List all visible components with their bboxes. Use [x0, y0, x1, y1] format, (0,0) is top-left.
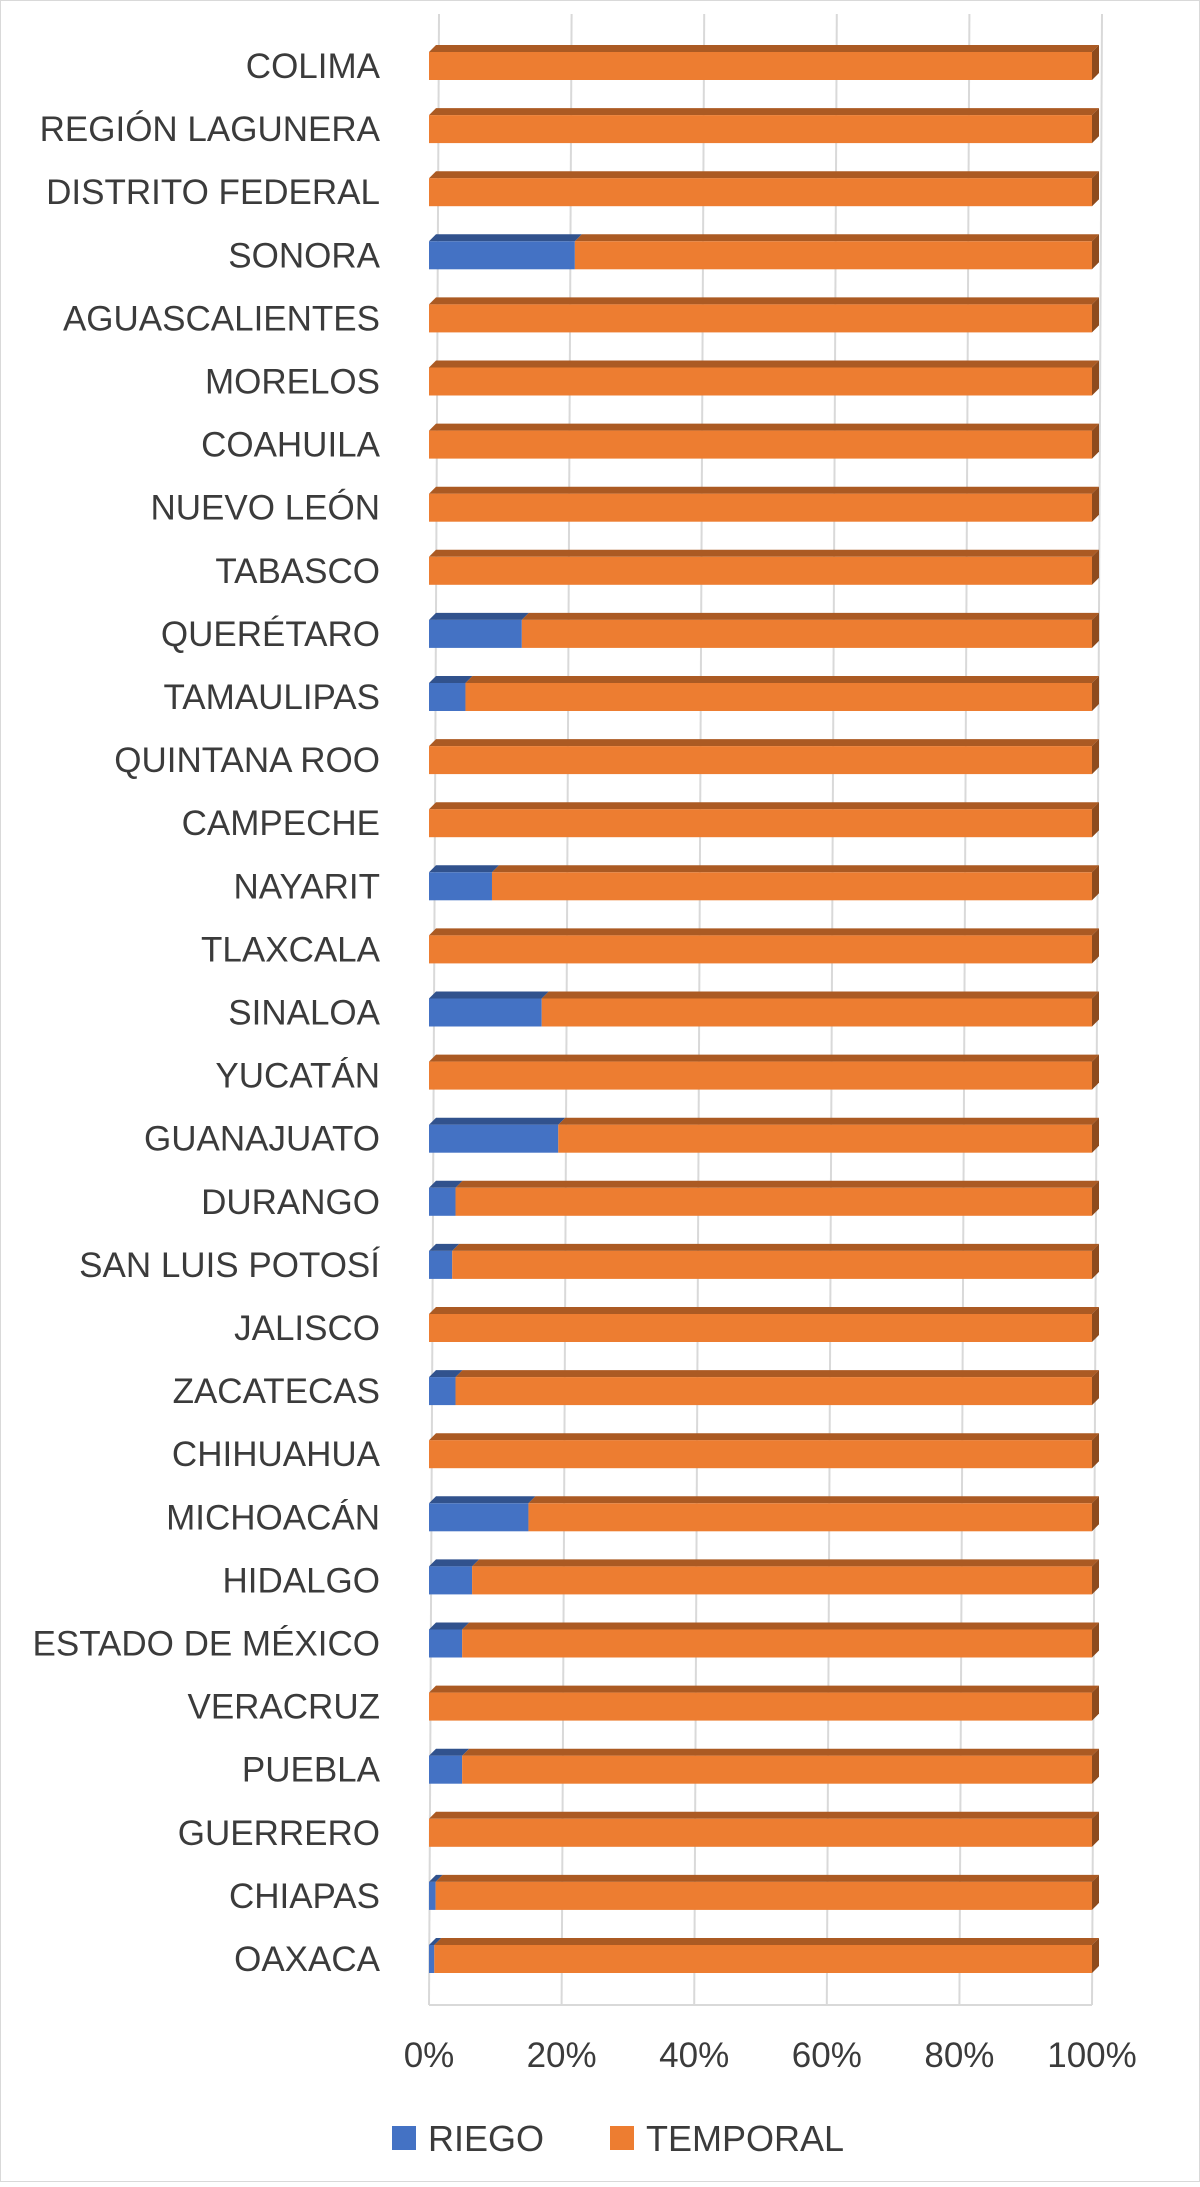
bar-temporal — [434, 1938, 1100, 1973]
legend-item-temporal: TEMPORAL — [610, 2118, 844, 2159]
bar-riego — [429, 1622, 470, 1658]
x-tick-label: 60% — [792, 2036, 862, 2075]
x-tick-label: 100% — [1047, 2036, 1137, 2075]
bar-temporal — [429, 486, 1099, 522]
category-label: MORELOS — [205, 363, 380, 402]
bar-temporal — [429, 549, 1099, 585]
bar-riego — [429, 1496, 536, 1532]
bar-temporal — [574, 234, 1099, 270]
legend-swatch — [392, 2126, 416, 2150]
x-tick-label: 80% — [924, 2036, 994, 2075]
bar-temporal — [462, 1748, 1099, 1784]
x-tick-label: 40% — [659, 2036, 729, 2075]
category-label: CHIHUAHUA — [172, 1435, 381, 1474]
bar-temporal — [435, 1874, 1099, 1910]
category-label: OAXACA — [234, 1940, 381, 1979]
x-axis-tick-labels: 0% 20% 40% 60% 80% 100% — [404, 2036, 1137, 2075]
bar-riego — [429, 1180, 463, 1216]
category-label: DISTRITO FEDERAL — [46, 173, 380, 212]
bar-riego — [429, 676, 473, 711]
bar-temporal — [429, 739, 1099, 775]
category-label: SINALOA — [228, 994, 380, 1033]
bar-temporal — [429, 297, 1099, 333]
legend: RIEGO TEMPORAL — [392, 2118, 844, 2159]
category-label: REGIÓN LAGUNERA — [40, 110, 381, 149]
bar-temporal — [541, 991, 1099, 1027]
bar-temporal — [558, 1117, 1099, 1153]
category-label: COLIMA — [246, 47, 381, 86]
category-label: MICHOACÁN — [166, 1498, 380, 1537]
bar-temporal — [462, 1622, 1099, 1658]
legend-item-riego: RIEGO — [392, 2118, 544, 2159]
bar-temporal — [528, 1496, 1099, 1532]
category-label: SAN LUIS POTOSÍ — [79, 1246, 380, 1285]
category-label: GUERRERO — [178, 1814, 380, 1853]
category-label: CHIAPAS — [229, 1877, 380, 1916]
category-label: QUERÉTARO — [161, 615, 380, 654]
category-label: NUEVO LEÓN — [151, 489, 381, 528]
category-label: PUEBLA — [242, 1751, 381, 1790]
x-tick-label: 0% — [404, 2036, 455, 2075]
bar-riego — [429, 991, 549, 1027]
bar-riego — [429, 1938, 442, 1973]
bar-riego — [429, 612, 529, 648]
bar-riego — [429, 1117, 566, 1153]
bar-temporal — [429, 1307, 1099, 1342]
category-label: GUANAJUATO — [144, 1120, 380, 1159]
bar-temporal — [429, 1685, 1099, 1721]
bar-riego — [429, 234, 582, 270]
bar-riego — [429, 1748, 470, 1784]
bar-temporal — [429, 802, 1099, 838]
bar-temporal — [465, 676, 1100, 711]
legend-swatch — [610, 2126, 634, 2150]
bar-temporal — [429, 1433, 1099, 1469]
bar-riego — [429, 1874, 443, 1910]
category-label: ESTADO DE MÉXICO — [33, 1625, 380, 1664]
category-label: YUCATÁN — [215, 1057, 380, 1096]
bars — [429, 45, 1100, 1973]
bar-temporal — [429, 45, 1099, 80]
bar-temporal — [455, 1180, 1099, 1216]
category-label: VERACRUZ — [187, 1688, 380, 1727]
category-label: DURANGO — [201, 1183, 380, 1222]
category-label: ZACATECAS — [173, 1372, 380, 1411]
bar-temporal — [521, 612, 1099, 648]
category-label: AGUASCALIENTES — [63, 299, 380, 338]
category-label: NAYARIT — [234, 867, 381, 906]
bar-riego — [429, 865, 499, 901]
category-label: CAMPECHE — [182, 804, 380, 843]
category-label: COAHUILA — [201, 426, 381, 465]
category-label: TLAXCALA — [201, 930, 381, 969]
bar-temporal — [429, 360, 1099, 396]
bar-riego — [429, 1243, 460, 1279]
category-label: SONORA — [228, 236, 380, 275]
category-label: TAMAULIPAS — [163, 678, 380, 717]
bar-temporal — [429, 171, 1099, 207]
category-label: HIDALGO — [222, 1561, 380, 1600]
category-labels: COLIMA REGIÓN LAGUNERA DISTRITO FEDERAL SON… — [33, 47, 381, 1979]
bar-temporal — [429, 423, 1099, 459]
legend-label: RIEGO — [428, 2118, 544, 2159]
bar-riego — [429, 1559, 480, 1595]
bar-temporal — [455, 1370, 1099, 1406]
legend-label: TEMPORAL — [646, 2118, 844, 2159]
x-tick-label: 20% — [527, 2036, 597, 2075]
bar-riego — [429, 1370, 463, 1406]
bar-temporal — [472, 1559, 1100, 1595]
bar-temporal — [452, 1243, 1100, 1279]
category-label: QUINTANA ROO — [114, 741, 380, 780]
bar-temporal — [429, 928, 1099, 964]
bar-temporal — [491, 865, 1099, 901]
category-label: TABASCO — [215, 552, 380, 591]
bar-temporal — [429, 1054, 1099, 1090]
bar-temporal — [429, 1811, 1099, 1847]
bar-temporal — [429, 108, 1099, 144]
category-label: JALISCO — [234, 1309, 380, 1348]
